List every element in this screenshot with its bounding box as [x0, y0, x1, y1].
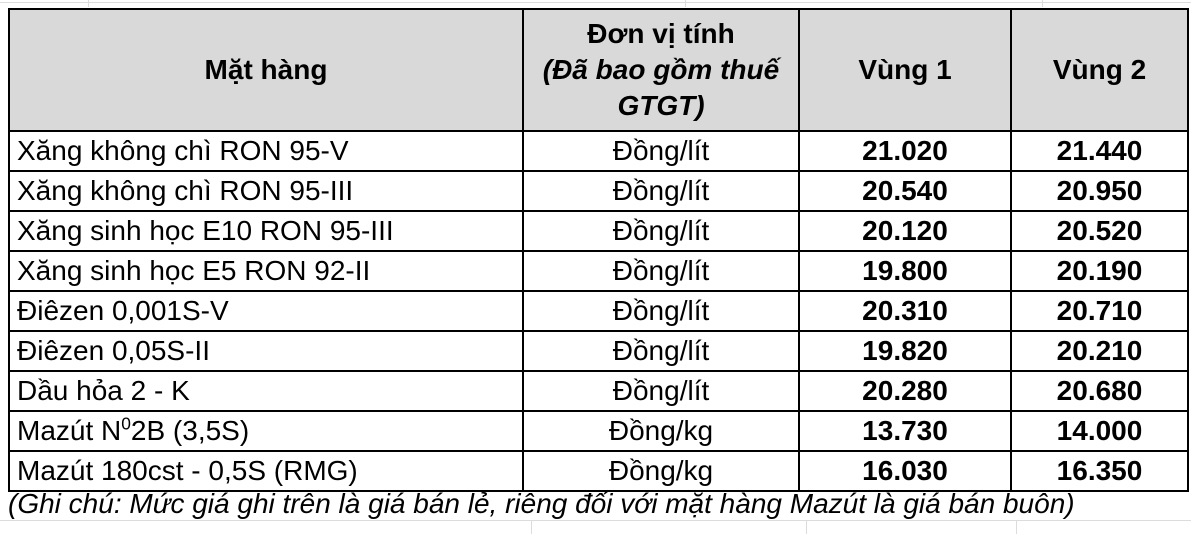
unit-cell: Đồng/lít	[522, 290, 800, 332]
unit-cell: Đồng/kg	[522, 410, 800, 452]
unit-cell: Đồng/lít	[522, 250, 800, 292]
sheet-gridline	[1042, 0, 1043, 7]
region1-value-cell: 16.030	[798, 450, 1012, 492]
table-row: Mazút 180cst - 0,5S (RMG) Đồng/kg 16.030…	[8, 450, 1189, 492]
unit-cell: Đồng/lít	[522, 130, 800, 172]
region1-value-cell: 20.540	[798, 170, 1012, 212]
table-row: Xăng không chì RON 95-V Đồng/lít 21.020 …	[8, 130, 1189, 172]
region1-value-cell: 19.820	[798, 330, 1012, 372]
region2-value-cell: 14.000	[1010, 410, 1189, 452]
region1-value-cell: 20.280	[798, 370, 1012, 412]
sheet-gridline	[0, 520, 1191, 521]
sheet-gridline	[88, 0, 89, 7]
region1-value-cell: 19.800	[798, 250, 1012, 292]
region2-value-cell: 20.190	[1010, 250, 1189, 292]
product-cell: Mazút 180cst - 0,5S (RMG)	[8, 450, 524, 492]
region1-value-cell: 20.120	[798, 210, 1012, 252]
product-name-suffix: 2B (3,5S)	[130, 415, 250, 446]
product-name-prefix: Mazút N	[17, 415, 122, 446]
unit-header-line3: GTGT)	[617, 90, 705, 121]
unit-cell: Đồng/lít	[522, 170, 800, 212]
fuel-price-table: Mặt hàng Đơn vị tính (Đã bao gồm thuế GT…	[8, 8, 1189, 492]
unit-cell: Đồng/lít	[522, 330, 800, 372]
region1-value-cell: 20.310	[798, 290, 1012, 332]
unit-cell: Đồng/lít	[522, 370, 800, 412]
product-cell: Mazút N02B (3,5S)	[8, 410, 524, 452]
footnote: (Ghi chú: Mức giá ghi trên là giá bán lẻ…	[8, 488, 1075, 519]
table-header-row: Mặt hàng Đơn vị tính (Đã bao gồm thuế GT…	[8, 8, 1189, 132]
column-header-region1: Vùng 1	[798, 8, 1012, 132]
table-row: Dầu hỏa 2 - K Đồng/lít 20.280 20.680	[8, 370, 1189, 412]
sheet-gridline	[531, 521, 532, 534]
region2-value-cell: 20.520	[1010, 210, 1189, 252]
sheet-gridline	[685, 0, 686, 7]
product-cell: Điêzen 0,001S-V	[8, 290, 524, 332]
unit-header-block: Đơn vị tính (Đã bao gồm thuế GTGT)	[525, 16, 797, 124]
region2-value-cell: 20.210	[1010, 330, 1189, 372]
region2-value-cell: 21.440	[1010, 130, 1189, 172]
table-row: Xăng không chì RON 95-III Đồng/lít 20.54…	[8, 170, 1189, 212]
column-header-product: Mặt hàng	[8, 8, 524, 132]
unit-cell: Đồng/lít	[522, 210, 800, 252]
region2-value-cell: 20.680	[1010, 370, 1189, 412]
region2-value-cell: 16.350	[1010, 450, 1189, 492]
unit-header-line2: (Đã bao gồm thuế	[542, 54, 780, 85]
product-cell: Xăng sinh học E5 RON 92-II	[8, 250, 524, 292]
unit-cell: Đồng/kg	[522, 450, 800, 492]
sheet-gridline	[1016, 521, 1017, 534]
region2-value-cell: 20.710	[1010, 290, 1189, 332]
product-cell: Dầu hỏa 2 - K	[8, 370, 524, 412]
product-cell: Xăng không chì RON 95-V	[8, 130, 524, 172]
unit-header-line1: Đơn vị tính	[587, 18, 735, 49]
table-row: Xăng sinh học E10 RON 95-III Đồng/lít 20…	[8, 210, 1189, 252]
region1-value-cell: 13.730	[798, 410, 1012, 452]
table-row: Điêzen 0,05S-II Đồng/lít 19.820 20.210	[8, 330, 1189, 372]
region1-value-cell: 21.020	[798, 130, 1012, 172]
region2-value-cell: 20.950	[1010, 170, 1189, 212]
product-cell: Điêzen 0,05S-II	[8, 330, 524, 372]
table-row: Xăng sinh học E5 RON 92-II Đồng/lít 19.8…	[8, 250, 1189, 292]
column-header-unit: Đơn vị tính (Đã bao gồm thuế GTGT)	[522, 8, 800, 132]
product-cell: Xăng sinh học E10 RON 95-III	[8, 210, 524, 252]
product-cell: Xăng không chì RON 95-III	[8, 170, 524, 212]
table-row: Điêzen 0,001S-V Đồng/lít 20.310 20.710	[8, 290, 1189, 332]
sheet-gridline	[0, 2, 1191, 3]
column-header-region2: Vùng 2	[1010, 8, 1189, 132]
table-row: Mazút N02B (3,5S) Đồng/kg 13.730 14.000	[8, 410, 1189, 452]
sheet-gridline	[806, 521, 807, 534]
product-name-superscript: 0	[121, 413, 131, 434]
